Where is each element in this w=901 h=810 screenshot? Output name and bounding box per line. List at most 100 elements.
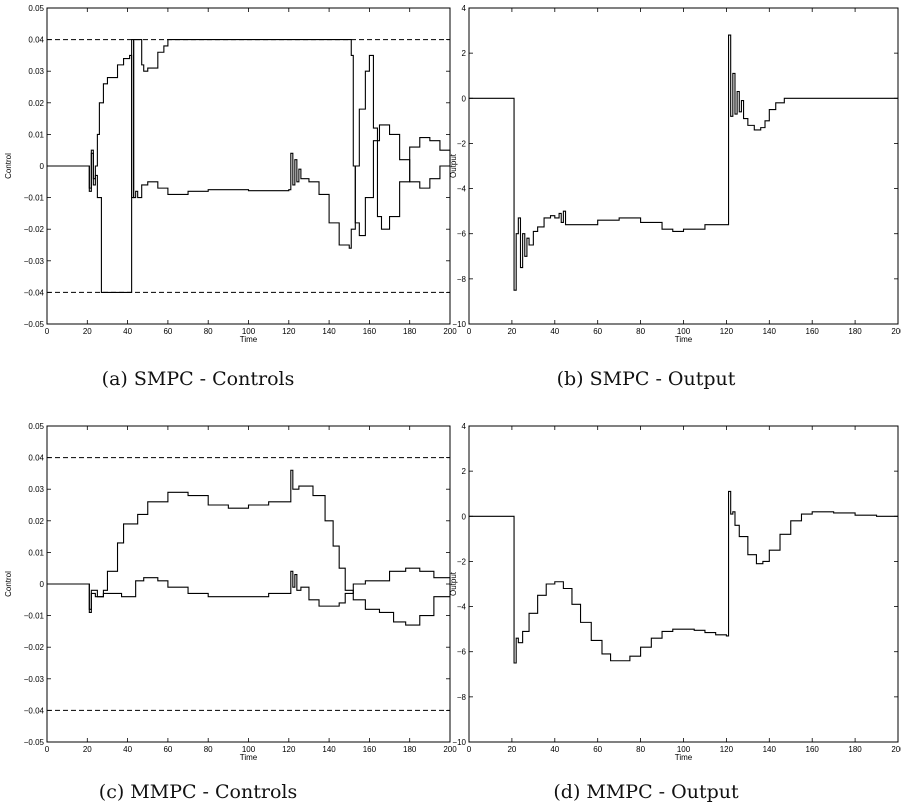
y-tick-label: −2 [457,139,467,148]
x-tick-label: 180 [848,327,862,336]
series-line-1 [47,469,451,626]
x-tick-label: 180 [403,745,417,754]
x-tick-label: 160 [806,327,820,336]
chart-smpc-output: 0 20 40 60 80 100 120 140 160 180 200 −10 −8 −6 −4 −2 0 2… [449,4,901,344]
x-tick-label: 40 [550,745,559,754]
x-tick-label: 0 [45,327,50,336]
x-tick-label: 100 [677,745,691,754]
x-tick-label: 60 [163,327,172,336]
y-tick-label: 0.01 [28,548,44,557]
x-tick-label: 160 [363,745,377,754]
y-tick-label: 0.03 [28,485,44,494]
y-tick-label: 4 [462,422,467,431]
x-tick-label: 200 [443,745,457,754]
x-tick-label: 200 [891,327,901,336]
y-tick-label: −10 [452,738,466,747]
x-tick-label: 120 [720,745,734,754]
x-tick-label: 0 [45,745,50,754]
y-tick-label: −0.03 [24,675,45,684]
x-tick-label: 0 [467,745,472,754]
y-tick-label: 0 [40,580,45,589]
x-tick-label: 100 [242,745,256,754]
x-tick-label: 0 [467,327,472,336]
chart-caption: (b) SMPC - Output [556,368,736,390]
x-tick-label: 140 [763,327,777,336]
y-tick-label: 0.02 [28,99,44,108]
x-axis-label: Time [240,753,258,762]
y-tick-label: −0.04 [24,288,45,297]
y-tick-label: 0.03 [28,67,44,76]
x-tick-label: 60 [163,745,172,754]
y-tick-label: 0.05 [28,422,44,431]
x-tick-label: 60 [593,745,602,754]
y-axis-label: Output [449,153,458,178]
x-tick-label: 100 [677,327,691,336]
plot-frame [468,7,899,325]
x-tick-label: 140 [763,745,777,754]
x-tick-label: 80 [204,745,213,754]
x-tick-label: 120 [282,327,296,336]
y-tick-label: −6 [457,648,467,657]
y-tick-label: −2 [457,557,467,566]
series-line-1 [47,39,451,237]
y-tick-label: −10 [452,320,466,329]
y-tick-label: −0.04 [24,706,45,715]
y-tick-label: 0.04 [28,454,44,463]
y-axis-label: Control [4,153,13,179]
x-tick-label: 200 [443,327,457,336]
plot-frame [468,425,899,743]
y-tick-label: 0 [462,94,467,103]
x-tick-label: 120 [720,327,734,336]
x-tick-label: 120 [282,745,296,754]
y-tick-label: 0.04 [28,36,44,45]
plot-frame [46,7,451,325]
chart-panel-smpc-output: 0 20 40 60 80 100 120 140 160 180 200 −10 −8 −6 −4 −2 0 2… [449,0,901,405]
y-tick-label: −4 [457,185,467,194]
y-tick-label: −0.01 [24,194,45,203]
y-tick-label: −0.05 [24,320,45,329]
y-tick-label: −6 [457,230,467,239]
x-axis-label: Time [675,753,693,762]
chart-caption: (c) MMPC - Controls [98,781,298,803]
x-tick-label: 180 [848,745,862,754]
y-tick-label: 0 [462,512,467,521]
series-line-1 [469,34,898,291]
x-tick-label: 60 [593,327,602,336]
y-tick-label: −0.02 [24,643,45,652]
series-line-2 [47,567,451,613]
x-tick-label: 140 [322,745,336,754]
x-tick-label: 80 [636,327,645,336]
x-tick-label: 80 [204,327,213,336]
chart-smpc-controls: 0 20 40 60 80 100 120 140 160 180 200 −0.05 −0.04 −0.… [4,4,457,344]
series-line-1 [469,490,898,664]
y-tick-label: −0.02 [24,225,45,234]
y-axis-label: Output [449,571,458,596]
x-tick-label: 160 [363,327,377,336]
y-tick-label: −8 [457,693,467,702]
y-tick-label: 0 [40,162,45,171]
chart-mmpc-controls: 0 20 40 60 80 100 120 140 160 180 200 −0.05 −0.04 −0.… [4,422,457,762]
y-tick-label: 0.01 [28,130,44,139]
x-tick-label: 40 [123,327,132,336]
x-tick-label: 200 [891,745,901,754]
y-tick-label: 2 [462,467,467,476]
y-tick-label: −8 [457,275,467,284]
x-tick-label: 20 [83,327,92,336]
y-tick-label: 0.05 [28,4,44,13]
y-tick-label: −0.05 [24,738,45,747]
y-tick-label: 0.02 [28,517,44,526]
x-axis-label: Time [675,335,693,344]
chart-mmpc-output: 0 20 40 60 80 100 120 140 160 180 200 −10 −8 −6 −4 −2 0 2… [449,422,901,762]
y-tick-label: 4 [462,4,467,13]
chart-caption: (d) MMPC - Output [553,781,739,803]
chart-panel-smpc-controls: 0 20 40 60 80 100 120 140 160 180 200 −0.05 −0.04 −0.… [0,0,457,405]
x-axis-label: Time [240,335,258,344]
chart-panel-mmpc-output: 0 20 40 60 80 100 120 140 160 180 200 −10 −8 −6 −4 −2 0 2… [449,417,901,810]
y-tick-label: −4 [457,603,467,612]
chart-panel-mmpc-controls: 0 20 40 60 80 100 120 140 160 180 200 −0.05 −0.04 −0.… [0,417,457,810]
x-tick-label: 80 [636,745,645,754]
x-tick-label: 180 [403,327,417,336]
y-tick-label: −0.03 [24,257,45,266]
x-tick-label: 40 [550,327,559,336]
y-tick-label: −0.01 [24,612,45,621]
